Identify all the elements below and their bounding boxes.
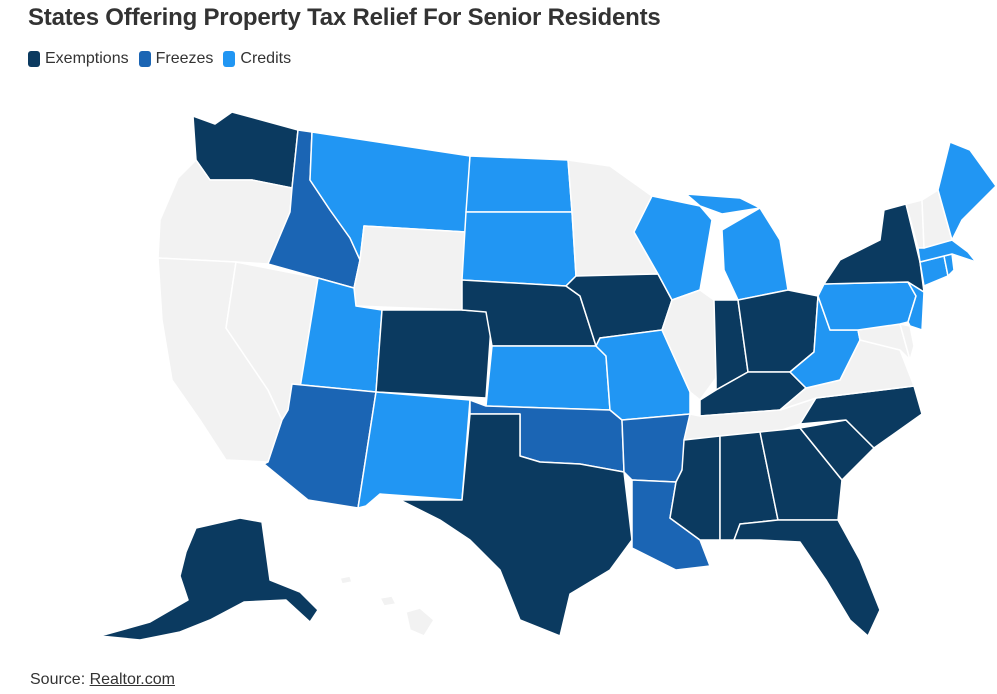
state-GA[interactable] (759, 427, 843, 521)
state-HI[interactable] (339, 575, 435, 637)
state-IL[interactable] (661, 289, 717, 401)
state-DE[interactable] (899, 323, 915, 361)
legend-swatch-freezes (138, 51, 151, 67)
chart-title: States Offering Property Tax Relief For … (28, 4, 661, 31)
legend-item-exemptions[interactable]: Exemptions (28, 50, 129, 68)
source-link[interactable]: Realtor.com (89, 671, 175, 688)
legend: Exemptions Freezes Credits (28, 50, 293, 68)
state-MI[interactable] (721, 207, 789, 301)
source-note: Source: Realtor.com (30, 671, 175, 689)
legend-label-freezes: Freezes (155, 50, 214, 67)
legend-swatch-credits (223, 51, 236, 67)
us-map (99, 111, 997, 641)
state-WA[interactable] (192, 111, 299, 189)
legend-swatch-exemptions (28, 51, 40, 67)
state-TX[interactable] (399, 413, 633, 637)
state-AR[interactable] (621, 413, 691, 483)
state-ME[interactable] (937, 141, 997, 241)
state-MI-upper[interactable] (685, 193, 761, 215)
legend-label-exemptions: Exemptions (45, 50, 129, 67)
state-AK[interactable] (99, 517, 319, 641)
state-NM[interactable] (357, 391, 471, 509)
legend-item-credits[interactable]: Credits (223, 50, 291, 68)
state-ND[interactable] (465, 155, 573, 213)
source-prefix: Source: (30, 671, 90, 688)
legend-label-credits: Credits (240, 50, 292, 67)
state-FL[interactable] (733, 519, 881, 637)
state-PA[interactable] (817, 281, 917, 331)
state-WY[interactable] (353, 225, 467, 311)
state-CO[interactable] (375, 309, 493, 399)
state-SD[interactable] (461, 211, 577, 287)
legend-item-freezes[interactable]: Freezes (138, 50, 214, 68)
state-KS[interactable] (485, 345, 611, 411)
